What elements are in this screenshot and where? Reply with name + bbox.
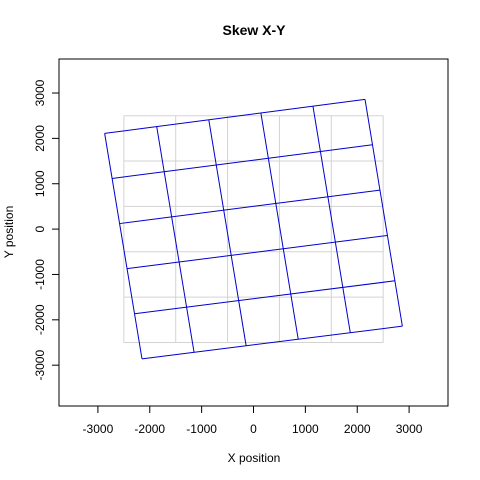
y-tick-label: 3000 [33, 79, 47, 106]
x-tick-label: 3000 [396, 422, 423, 436]
y-tick-label: -1000 [33, 259, 47, 290]
x-tick-label: 1000 [292, 422, 319, 436]
skewed-grid-column-line [312, 106, 351, 333]
skewed-grid-row-line [126, 234, 388, 270]
y-axis: -3000 -2000 -1000 0 1000 2000 3000 [33, 79, 60, 381]
skewed-grid-column-line [260, 112, 299, 340]
x-tick-label: 0 [250, 422, 257, 436]
skewed-grid-column-line [364, 99, 403, 327]
x-tick-label: -3000 [83, 422, 114, 436]
reference-grid [123, 115, 384, 343]
skewed-grid-column-line [156, 126, 195, 353]
chart-title: Skew X-Y [222, 22, 286, 38]
skewed-grid-row-line [134, 280, 395, 315]
y-axis-label: Y position [2, 206, 16, 258]
y-tick-label: -2000 [33, 304, 47, 335]
skewed-grid-row-line [104, 98, 366, 134]
y-tick-label: 1000 [33, 170, 47, 197]
y-tick-label: -3000 [33, 350, 47, 381]
x-axis: -3000 -2000 -1000 0 1000 2000 3000 [83, 405, 423, 436]
x-tick-label: -1000 [186, 422, 217, 436]
skewed-grid-row-line [141, 325, 403, 360]
skewed-grid-row-line [112, 144, 373, 179]
skewed-grid-column-line [104, 133, 143, 359]
skewed-grid-column-line [208, 119, 247, 346]
x-tick-label: -2000 [134, 422, 165, 436]
x-tick-label: 2000 [344, 422, 371, 436]
skewed-grid-row-line [119, 189, 381, 225]
y-tick-label: 0 [33, 225, 47, 232]
x-axis-label: X position [228, 451, 281, 465]
skewed-grid [104, 98, 403, 360]
y-tick-label: 2000 [33, 125, 47, 152]
